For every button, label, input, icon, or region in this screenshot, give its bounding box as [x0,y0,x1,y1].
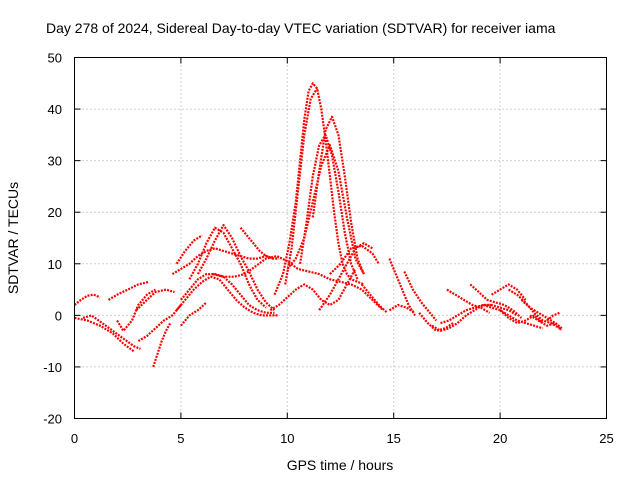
series-arc-04 [107,280,150,301]
x-tick-labels: 0 5 10 15 20 25 [71,431,614,446]
series-arc-15 [196,224,276,312]
series-arc-20 [299,133,359,280]
series-arc-31 [431,303,492,332]
series-arc-14 [188,226,267,309]
x-tick-label: 0 [71,431,78,446]
series-arc-05 [116,288,156,332]
series-arc-06 [135,288,175,311]
series-arc-26 [360,283,389,314]
series-arc-36 [491,283,527,301]
y-tick-label: -20 [43,412,62,427]
series-arc-13 [175,234,203,265]
y-tick-label: 40 [48,102,62,117]
series-arc-34 [469,283,523,319]
y-tick-label: 20 [48,205,62,220]
x-tick-label: 15 [386,431,400,446]
x-axis-label: GPS time / hours [287,457,394,473]
axis-ticks [74,57,607,419]
series-arc-33 [446,288,491,314]
y-tick-label: 0 [55,308,62,323]
series-arc-28 [388,258,416,316]
x-tick-label: 10 [280,431,294,446]
series-arc-16 [212,254,384,311]
grid-lines [74,57,607,419]
y-tick-label: -10 [43,360,62,375]
series-arc-21 [286,144,365,275]
data-series [73,82,563,368]
series-arc-17 [239,226,279,260]
y-tick-labels: -20 -10 0 10 20 30 40 50 [43,51,62,427]
series-arc-11 [180,273,275,314]
series-arc-07 [137,304,182,343]
series-arc-40 [529,314,563,330]
series-arc-09 [180,301,208,327]
series-arc-30 [418,312,454,332]
series-arc-18 [273,82,365,296]
series-arc-10 [175,275,279,317]
chart-title: Day 278 of 2024, Sidereal Day-to-day VTE… [46,20,556,36]
x-tick-label: 20 [493,431,507,446]
series-arc-23 [269,268,357,312]
series-arc-12 [171,247,275,276]
series-arc-22 [311,115,365,275]
series-arc-19 [284,87,319,285]
series-arc-38 [508,288,561,330]
y-tick-label: 50 [48,51,62,66]
y-tick-label: 10 [48,257,62,272]
series-arc-01 [73,293,101,306]
y-tick-label: 30 [48,154,62,169]
series-arc-41 [546,311,561,322]
series-arc-25 [329,244,380,275]
series-arc-35 [482,303,544,330]
y-axis-label: SDTVAR / TECUs [5,182,21,294]
series-arc-03 [82,314,141,350]
series-arc-24 [318,242,373,311]
x-tick-label: 5 [177,431,184,446]
series-arc-37 [499,309,544,325]
series-arc-02 [74,316,135,353]
plot-frame [74,57,607,419]
series-arc-29 [403,271,438,322]
x-tick-label: 25 [599,431,613,446]
series-arc-08 [152,322,172,368]
